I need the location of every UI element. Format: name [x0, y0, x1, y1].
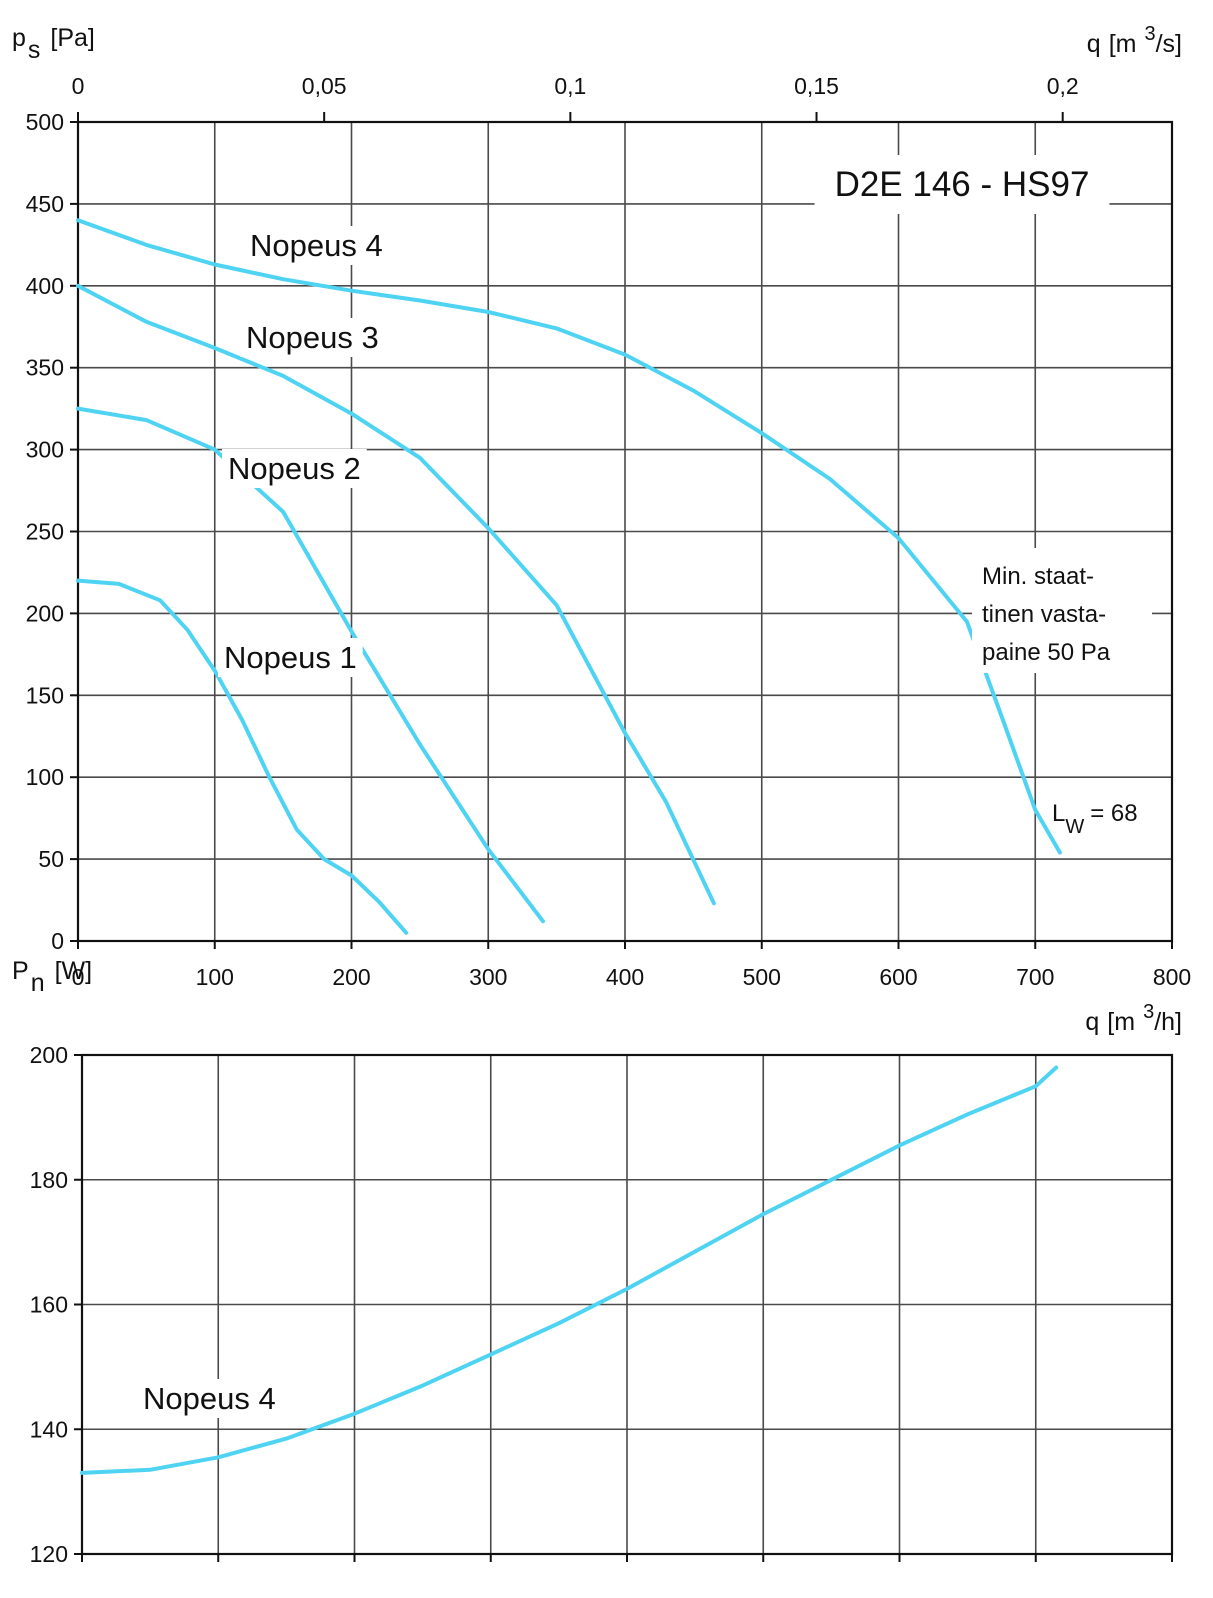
x2-tick-label: 0,1 — [554, 73, 586, 99]
series-line — [76, 406, 545, 924]
title-background — [814, 155, 1110, 214]
plot-1: 120 140 160 180 200 Nopeus 4 Pn [W] — [12, 957, 1174, 1567]
x-tick-label: 500 — [743, 964, 781, 990]
symbol: q — [1087, 30, 1101, 58]
series-label: Nopeus 4 — [143, 1381, 276, 1416]
x2-tick-label: 0,15 — [794, 73, 839, 99]
subscript: s — [28, 36, 41, 64]
y-tick-label: 450 — [26, 191, 64, 217]
series-line — [80, 1065, 1059, 1475]
y-tick-label: 300 — [26, 437, 64, 463]
unit: [m — [1107, 1008, 1135, 1036]
x-axis-label: q [m 3/h] — [1085, 1001, 1182, 1036]
symbol: q — [1085, 1008, 1099, 1036]
label-background — [244, 226, 389, 265]
y-tick-label: 180 — [30, 1167, 68, 1193]
series-label: Nopeus 4 — [250, 228, 383, 263]
x-tick-label: 200 — [332, 964, 370, 990]
y-tick-label: 250 — [26, 519, 64, 545]
sound-level: LW = 68 — [1052, 800, 1138, 838]
series-label: Nopeus 2 — [228, 451, 361, 486]
x2-tick-label: 0,2 — [1047, 73, 1079, 99]
symbol: p — [12, 24, 26, 52]
y-tick-label: 120 — [30, 1541, 68, 1567]
x-tick-label: 600 — [879, 964, 917, 990]
x2-tick-label: 0 — [72, 73, 85, 99]
x-tick-label: 300 — [469, 964, 507, 990]
y-tick-label: 500 — [26, 109, 64, 135]
x-tick-label: 100 — [196, 964, 234, 990]
y-axis-label: Pn [W] — [12, 957, 92, 997]
chart-title: D2E 146 - HS97 — [835, 165, 1090, 204]
superscript: 3 — [1143, 1001, 1154, 1023]
y-tick-label: 200 — [30, 1042, 68, 1068]
plot-frame — [80, 1053, 1174, 1556]
unit: /h] — [1154, 1008, 1182, 1036]
y-tick-label: 0 — [51, 928, 64, 954]
y-tick-label: 400 — [26, 273, 64, 299]
text: = 68 — [1090, 800, 1137, 827]
y-tick-label: 50 — [38, 846, 64, 872]
y-tick-label: 140 — [30, 1416, 68, 1442]
x2-tick-label: 0,05 — [302, 73, 347, 99]
label-background — [240, 318, 385, 357]
y-tick-label: 100 — [26, 764, 64, 790]
subscript: n — [31, 969, 45, 997]
symbol: P — [12, 957, 29, 985]
unit: [m — [1109, 30, 1137, 58]
label-background — [137, 1379, 282, 1418]
x-tick-label: 800 — [1153, 964, 1191, 990]
annotation: paine 50 Pa — [982, 639, 1111, 666]
series-line — [76, 578, 409, 935]
y-tick-label: 350 — [26, 355, 64, 381]
x-tick-label: 400 — [606, 964, 644, 990]
unit: /s] — [1156, 30, 1182, 58]
x-tick-label: 0 — [72, 964, 85, 990]
symbol: L — [1052, 800, 1065, 827]
y-tick-label: 150 — [26, 682, 64, 708]
series-line — [76, 283, 716, 906]
subscript: W — [1065, 816, 1084, 838]
annotation: tinen vasta- — [982, 601, 1106, 628]
annotation-background — [972, 548, 1152, 673]
annotation: Min. staat- — [982, 563, 1094, 590]
plot-frame — [76, 120, 1174, 943]
superscript: 3 — [1144, 23, 1155, 45]
x-axis-label: q [m 3/s] — [1087, 23, 1182, 58]
series-label: Nopeus 3 — [246, 320, 379, 355]
y-tick-label: 160 — [30, 1292, 68, 1318]
y-axis-label: ps [Pa] — [12, 24, 95, 64]
x-tick-label: 700 — [1016, 964, 1054, 990]
label-background — [222, 449, 367, 488]
label-background — [218, 638, 363, 677]
unit: [W] — [55, 957, 93, 985]
unit: [Pa] — [50, 24, 94, 52]
series-line — [76, 218, 1062, 855]
y-tick-label: 200 — [26, 600, 64, 626]
series-label: Nopeus 1 — [224, 640, 357, 675]
